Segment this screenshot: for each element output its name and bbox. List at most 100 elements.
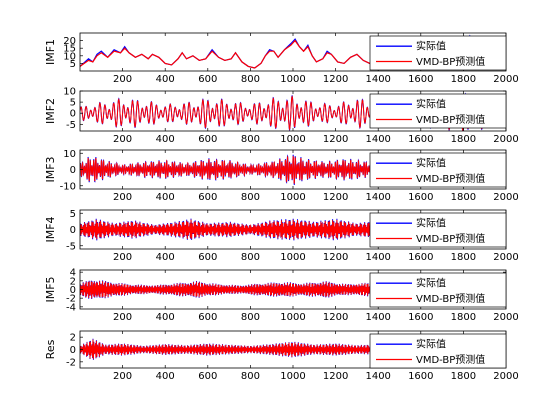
x-tick-label: 200 (113, 192, 132, 203)
y-axis-label: IMF5 (44, 276, 57, 302)
x-tick-label: 1000 (280, 74, 305, 85)
subplot-imf2: 200 400 600 800 1000 1200 1400 1600 1800 2000 -505… (44, 87, 519, 146)
x-tick-label: 400 (156, 74, 175, 85)
x-tick-label: 1600 (408, 74, 433, 85)
x-tick-label: 800 (241, 252, 260, 263)
x-tick-label: 400 (156, 192, 175, 203)
x-tick-label: 1400 (365, 371, 390, 382)
y-tick-label: 4 (70, 268, 76, 279)
x-tick-label: 1800 (451, 192, 476, 203)
y-tick-label: -5 (66, 241, 76, 252)
x-tick-label: 2000 (493, 252, 518, 263)
legend-box (369, 212, 507, 248)
legend-entry: VMD-BP预测值 (416, 353, 485, 366)
y-axis-label: IMF3 (44, 156, 57, 182)
x-tick-label: 2000 (493, 134, 518, 145)
x-tick-label: 200 (113, 252, 132, 263)
legend-box (369, 272, 507, 308)
x-tick-label: 600 (198, 312, 217, 323)
y-tick-label: 15 (63, 44, 76, 55)
legend-entry: 实际值 (416, 217, 446, 230)
x-tick-label: 600 (198, 134, 217, 145)
x-tick-label: 800 (241, 312, 260, 323)
x-tick-label: 1600 (408, 192, 433, 203)
x-tick-label: 800 (241, 74, 260, 85)
legend-entry: VMD-BP预测值 (416, 55, 485, 68)
legend-entry: VMD-BP预测值 (416, 172, 485, 185)
y-tick-label: 5 (70, 98, 76, 109)
x-tick-label: 400 (156, 252, 175, 263)
x-tick-label: 200 (113, 371, 132, 382)
x-tick-label: 800 (241, 134, 260, 145)
y-axis-label: IMF2 (44, 98, 57, 124)
y-axis-label: IMF4 (44, 216, 57, 242)
x-tick-label: 1800 (451, 74, 476, 85)
legend-box (369, 35, 507, 71)
y-tick-label: -4 (66, 302, 76, 313)
legend-box (369, 93, 507, 129)
x-tick-label: 1200 (323, 192, 348, 203)
y-tick-label: -5 (66, 120, 76, 131)
x-tick-label: 2000 (493, 312, 518, 323)
y-tick-label: 5 (70, 209, 76, 220)
legend-entry: 实际值 (416, 277, 446, 290)
x-tick-label: 600 (198, 371, 217, 382)
y-tick-label: 0 (70, 225, 76, 236)
subplot-imf4: 200 400 600 800 1000 1200 1400 1600 1800 2000 -5 0 5… (44, 209, 519, 263)
x-tick-label: 400 (156, 312, 175, 323)
x-tick-label: 200 (113, 74, 132, 85)
legend: 实际值 VMD-BP预测值 (369, 35, 507, 71)
y-tick-label: 10 (63, 51, 76, 62)
x-tick-label: 200 (113, 312, 132, 323)
x-tick-label: 2000 (493, 192, 518, 203)
legend-entry: 实际值 (416, 157, 446, 170)
x-tick-label: 1000 (280, 134, 305, 145)
x-tick-label: 1800 (451, 371, 476, 382)
legend: 实际值 VMD-BP预测值 (369, 152, 507, 188)
subplot-stack: 200 400 600 800 1000 1200 1400 1600 1800 20005101… (44, 32, 519, 382)
x-tick-label: 1800 (451, 312, 476, 323)
legend: 实际值 VMD-BP预测值 (369, 212, 507, 248)
x-tick-label: 1400 (365, 252, 390, 263)
legend-entry: VMD-BP预测值 (416, 292, 485, 305)
x-tick-label: 1600 (408, 252, 433, 263)
x-tick-label: 400 (156, 134, 175, 145)
x-tick-label: 1600 (408, 371, 433, 382)
y-tick-label: 10 (63, 149, 76, 160)
x-tick-label: 600 (198, 192, 217, 203)
x-tick-label: 1800 (451, 134, 476, 145)
x-tick-label: 1200 (323, 74, 348, 85)
x-tick-label: 400 (156, 371, 175, 382)
y-tick-label: 0 (70, 285, 76, 296)
y-tick-label: 5 (70, 59, 76, 70)
legend-entry: VMD-BP预测值 (416, 113, 485, 126)
x-tick-label: 1400 (365, 192, 390, 203)
y-tick-label: 0 (70, 345, 76, 356)
legend-entry: 实际值 (416, 98, 446, 111)
subplot-res: 200 400 600 800 1000 1200 1400 1600 1800 2000 -202… (44, 330, 519, 382)
x-tick-label: 1400 (365, 74, 390, 85)
x-tick-label: 200 (113, 134, 132, 145)
x-tick-label: 1200 (323, 312, 348, 323)
y-tick-label: 0 (70, 165, 76, 176)
x-tick-label: 1200 (323, 371, 348, 382)
x-tick-label: 1000 (280, 192, 305, 203)
x-tick-label: 1000 (280, 371, 305, 382)
x-tick-label: 1800 (451, 252, 476, 263)
y-axis-label: IMF1 (44, 39, 57, 65)
x-tick-label: 1200 (323, 252, 348, 263)
y-axis-label: Res (44, 339, 57, 359)
y-tick-label: 10 (63, 87, 76, 98)
x-tick-label: 1600 (408, 312, 433, 323)
x-tick-label: 1000 (280, 312, 305, 323)
y-tick-label: 0 (70, 109, 76, 120)
x-tick-label: 1400 (365, 134, 390, 145)
subplot-imf5: 200 400 600 800 1000 1200 1400 1600 1800 2000 -4-2… (44, 268, 519, 323)
x-tick-label: 1000 (280, 252, 305, 263)
x-tick-label: 1600 (408, 134, 433, 145)
subplot-imf3: 200 400 600 800 1000 1200 1400 1600 1800 2000 -10 0… (44, 149, 519, 203)
x-tick-label: 600 (198, 252, 217, 263)
x-tick-label: 600 (198, 74, 217, 85)
legend-entry: VMD-BP预测值 (416, 232, 485, 245)
